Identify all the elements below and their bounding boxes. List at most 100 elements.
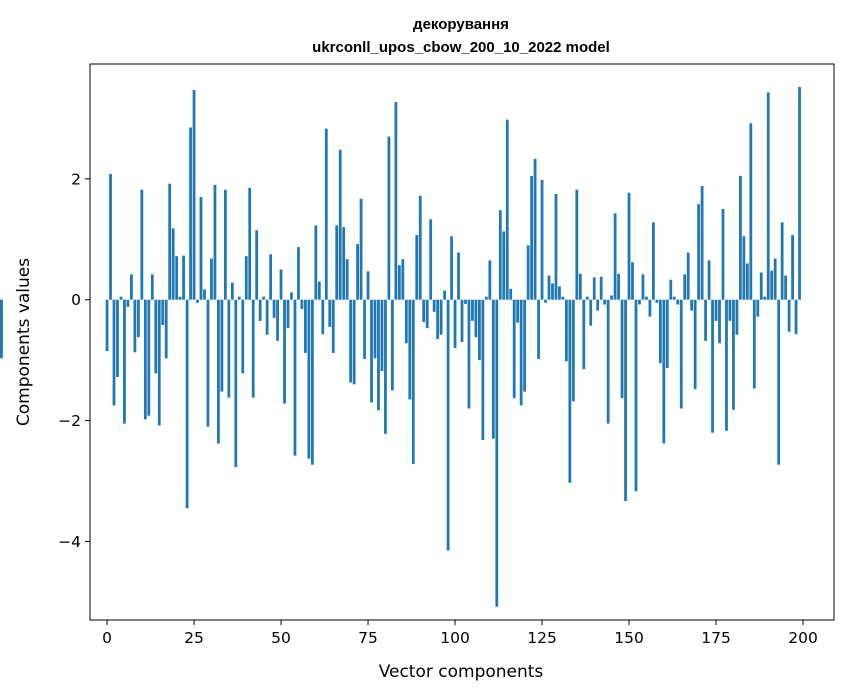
bar — [377, 299, 380, 411]
bar — [592, 277, 596, 300]
bar — [230, 282, 234, 300]
bar — [436, 299, 440, 339]
bar — [300, 299, 304, 309]
bar — [276, 299, 279, 341]
bar — [742, 236, 746, 300]
bar — [558, 286, 561, 300]
bar — [418, 195, 422, 300]
bar — [217, 299, 220, 444]
bar — [578, 273, 582, 300]
bar — [384, 299, 387, 434]
bar — [669, 279, 673, 300]
bar — [342, 227, 346, 300]
bar — [474, 299, 478, 338]
bar — [446, 299, 450, 551]
bar — [425, 299, 429, 329]
chart-subtitle: ukrconll_upos_cbow_200_10_2022 model — [312, 39, 610, 56]
bar — [523, 299, 527, 392]
bar — [109, 173, 112, 300]
bar — [370, 299, 373, 403]
bar — [481, 299, 485, 440]
bar — [185, 299, 189, 509]
bar — [665, 299, 669, 368]
bar — [154, 299, 158, 374]
bar — [324, 128, 328, 300]
bar — [787, 299, 791, 332]
bar — [631, 262, 634, 300]
bar — [582, 299, 586, 370]
bar — [596, 299, 600, 311]
y-tick-label: −4 — [58, 533, 81, 551]
bar — [711, 299, 714, 433]
y-tick-label: −2 — [58, 412, 81, 430]
bar — [638, 299, 641, 305]
bar — [397, 265, 401, 300]
bar — [366, 271, 370, 300]
bar — [404, 299, 408, 344]
bar — [244, 256, 248, 300]
bar — [773, 258, 777, 300]
bar — [297, 247, 300, 300]
bar — [798, 86, 801, 300]
bar — [432, 299, 436, 312]
bar — [568, 299, 572, 483]
bar — [408, 299, 412, 400]
bar — [732, 299, 735, 410]
bar — [502, 231, 506, 300]
bar — [130, 274, 133, 300]
bar — [123, 299, 126, 424]
bar — [728, 299, 732, 321]
bar — [544, 299, 547, 303]
bar — [359, 198, 363, 300]
bar — [352, 299, 356, 385]
bar — [349, 299, 353, 383]
bar — [739, 175, 742, 300]
bar — [589, 299, 593, 326]
bar — [105, 299, 109, 352]
bar — [752, 299, 756, 389]
bar — [356, 244, 359, 300]
bar — [585, 296, 589, 300]
bar — [199, 196, 203, 300]
bar — [662, 299, 666, 444]
bar — [700, 186, 704, 300]
bar — [547, 275, 551, 300]
bar — [439, 299, 443, 335]
bar — [338, 149, 342, 300]
bar — [317, 281, 321, 300]
bar — [777, 299, 781, 465]
bar — [540, 180, 544, 300]
bar — [283, 299, 286, 404]
bar — [290, 292, 293, 300]
bar — [150, 274, 154, 300]
bar — [161, 299, 165, 326]
bar — [551, 283, 554, 300]
bar — [575, 189, 579, 300]
bar — [234, 299, 238, 468]
bar — [321, 299, 325, 335]
bar — [478, 299, 481, 361]
bar — [112, 299, 116, 406]
bar — [756, 299, 760, 317]
bar — [735, 299, 739, 335]
bar — [175, 256, 179, 300]
x-tick-label: 125 — [527, 629, 557, 647]
bar — [178, 296, 182, 300]
bar — [780, 222, 784, 300]
bar — [453, 299, 457, 349]
bar — [714, 299, 718, 321]
bar — [373, 299, 377, 359]
bar — [697, 204, 701, 300]
bar — [363, 299, 366, 359]
bar — [505, 119, 509, 300]
bar-series — [0, 86, 801, 607]
bar — [223, 189, 227, 300]
bar — [645, 296, 648, 300]
x-tick-label: 0 — [102, 629, 112, 647]
x-tick-label: 100 — [440, 629, 470, 647]
bar — [136, 299, 140, 338]
bar — [258, 299, 262, 321]
bar — [707, 260, 711, 300]
